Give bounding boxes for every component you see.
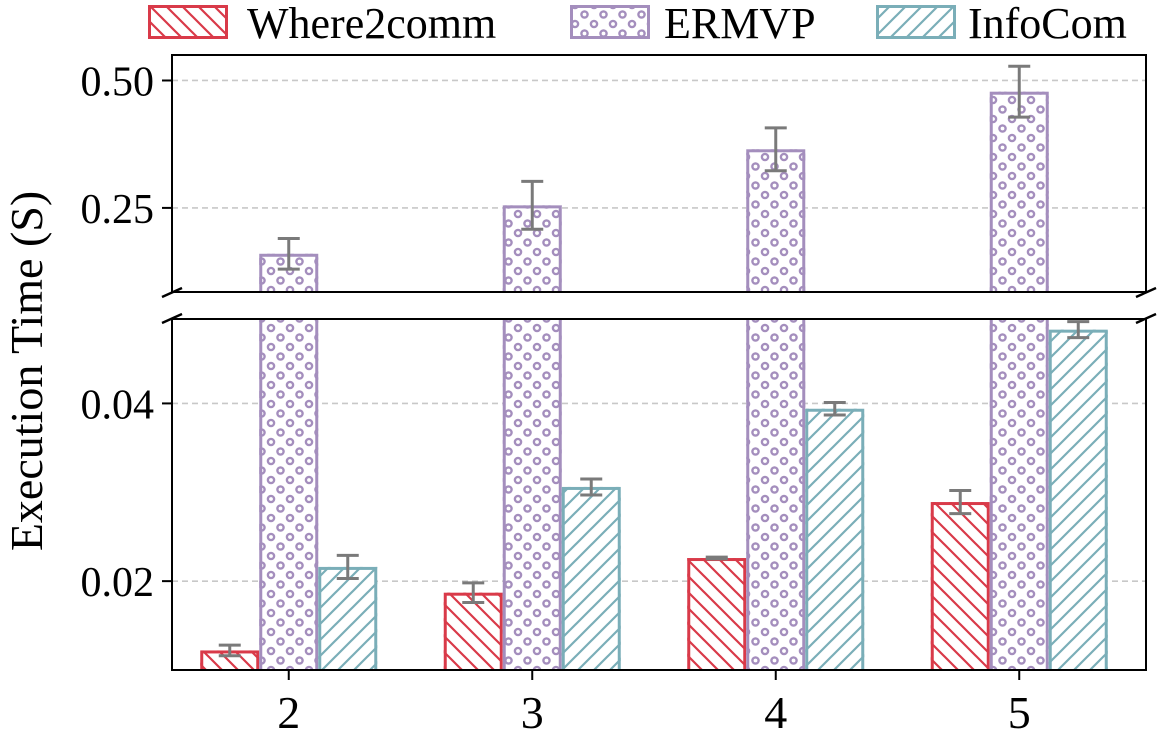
errorbar-infocom-2 <box>336 553 359 580</box>
legend-item-infocom: InfoCom <box>876 0 1127 48</box>
bar-infocom-2 <box>318 566 378 670</box>
bar-infocom-5 <box>1048 329 1108 670</box>
bar-ermvp-5-lower-pattern <box>989 319 1049 670</box>
bar-where2comm-2-pattern <box>200 650 260 670</box>
legend-label: Where2comm <box>247 0 496 48</box>
bar-ermvp-3-lower-pattern <box>502 319 562 670</box>
errorbar-infocom-4 <box>823 401 846 417</box>
bar-ermvp-4-upper <box>746 149 806 292</box>
bar-where2comm-2 <box>200 650 260 670</box>
legend: Where2comm ERMVP InfoCom <box>148 0 1127 48</box>
break-mark-left-bottom <box>161 312 183 325</box>
bar-ermvp-5-lower-outline <box>989 319 1049 670</box>
legend-swatch-outline <box>570 5 650 39</box>
errorbar-ermvp-5 <box>1008 64 1031 119</box>
errorbar-where2comm-3 <box>462 581 485 604</box>
ticks-layer: 0.25 0.50 0.02 0.04 2 3 4 5 <box>81 59 1031 738</box>
bar-ermvp-2-lower-pattern <box>259 319 319 670</box>
legend-swatch-pattern <box>148 5 228 39</box>
bar-where2comm-4 <box>687 558 747 670</box>
break-mark-right-bottom <box>1135 312 1157 325</box>
bar-infocom-4-pattern <box>805 408 865 670</box>
errorbar-infocom-3 <box>580 477 603 497</box>
xtick-label: 3 <box>521 687 544 735</box>
errorbar-ermvp-3 <box>521 179 544 231</box>
bar-ermvp-2-lower <box>259 319 319 670</box>
legend-swatch-outline <box>876 5 956 39</box>
legend-label: ERMVP <box>664 0 816 48</box>
xtick-label: 5 <box>1008 687 1031 735</box>
lower-panel-frame <box>171 318 1147 671</box>
errorbar-ermvp-4 <box>764 126 787 173</box>
axes-frames <box>171 54 1147 671</box>
legend-swatch-pattern <box>876 5 956 39</box>
legend-item-ermvp: ERMVP <box>570 0 816 48</box>
upper-ytick-label: 0.50 <box>81 59 155 105</box>
bar-ermvp-4-upper-pattern <box>746 149 806 292</box>
bar-ermvp-5-lower <box>989 319 1049 670</box>
bar-ermvp-4-lower-outline <box>746 319 806 670</box>
bar-where2comm-5-pattern <box>930 502 990 670</box>
legend-label: InfoCom <box>968 0 1127 48</box>
bar-ermvp-5-upper <box>989 91 1049 292</box>
errorbar-where2comm-5 <box>949 489 972 516</box>
bar-where2comm-4-pattern <box>687 558 747 670</box>
errorbar-where2comm-4 <box>705 555 728 561</box>
bar-ermvp-4-lower <box>746 319 806 670</box>
bars-layer <box>200 91 1108 670</box>
legend-item-where2comm: Where2comm <box>148 0 496 48</box>
bar-ermvp-3-lower-outline <box>502 319 562 670</box>
bar-ermvp-2-lower-outline <box>259 319 319 670</box>
bar-where2comm-3 <box>443 592 503 670</box>
legend-swatch-pattern <box>570 5 650 39</box>
xtick-label: 4 <box>764 687 787 735</box>
upper-panel-frame <box>171 54 1147 293</box>
legend-swatch-outline <box>148 5 228 39</box>
errorbars-layer <box>218 64 1090 658</box>
break-mark-left-top <box>161 286 183 299</box>
bar-where2comm-5 <box>930 502 990 670</box>
bar-infocom-5-pattern <box>1048 329 1108 670</box>
xtick-label: 2 <box>277 687 300 735</box>
bar-infocom-2-pattern <box>318 566 378 670</box>
bar-where2comm-3-pattern <box>443 592 503 670</box>
bar-ermvp-4-lower-pattern <box>746 319 806 670</box>
axis-break-marks <box>161 286 1157 325</box>
bar-infocom-3-pattern <box>561 486 621 670</box>
upper-ytick-label: 0.25 <box>81 187 155 233</box>
bar-ermvp-5-upper-pattern <box>989 91 1049 292</box>
y-axis-label: Execution Time (S) <box>1 191 52 551</box>
bar-infocom-4 <box>805 408 865 670</box>
lower-ytick-label: 0.04 <box>81 382 155 428</box>
errorbar-where2comm-2 <box>218 643 241 658</box>
errorbar-infocom-5 <box>1067 320 1090 340</box>
bar-infocom-3 <box>561 486 621 670</box>
errorbar-ermvp-2 <box>277 236 300 271</box>
bar-ermvp-3-lower <box>502 319 562 670</box>
break-mark-right-top <box>1135 286 1157 299</box>
lower-ytick-label: 0.02 <box>81 560 155 606</box>
